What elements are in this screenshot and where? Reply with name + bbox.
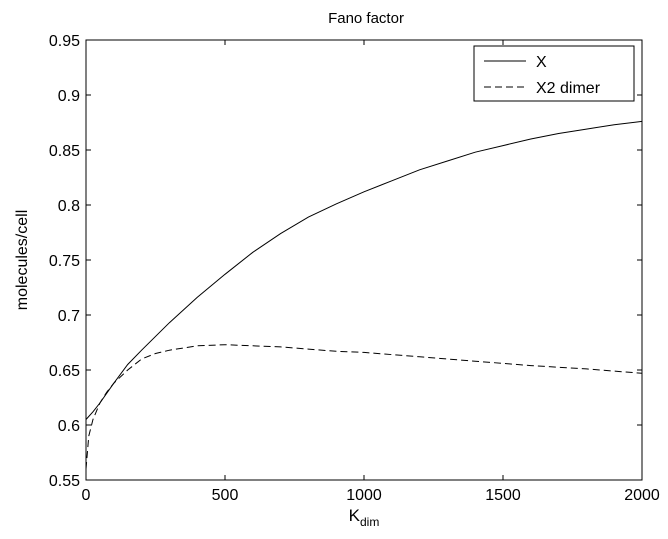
y-tick-label: 0.95: [49, 33, 80, 50]
x-axis-label-main: K: [349, 506, 361, 525]
y-tick-label: 0.7: [58, 308, 80, 325]
x-tick-label: 1500: [485, 487, 521, 504]
y-axis-label: molecules/cell: [14, 210, 31, 310]
x-axis-label: Kdim: [349, 506, 380, 529]
x-tick-label: 1000: [346, 487, 382, 504]
x-tick-label: 0: [82, 487, 91, 504]
legend-label-x: X: [536, 54, 547, 71]
series-line-x2-dimer: [85, 344, 643, 470]
series-layer: [85, 120, 643, 470]
y-tick-label: 0.75: [49, 253, 80, 270]
x-tick-label: 500: [212, 487, 239, 504]
x-tick-label: 2000: [624, 487, 660, 504]
plot-area: [85, 39, 643, 481]
legend-box: [473, 45, 635, 102]
y-tick-label: 0.9: [58, 88, 80, 105]
series-line-x: [85, 120, 643, 420]
legend-label-x2-dimer: X2 dimer: [536, 80, 601, 97]
y-tick-label: 0.65: [49, 363, 80, 380]
y-tick-label: 0.6: [58, 418, 80, 435]
y-axis-ticks: 0.55 0.6 0.65 0.7 0.75 0.8 0.85 0.9 0.95: [49, 33, 642, 490]
y-tick-label: 0.85: [49, 143, 80, 160]
y-tick-label: 0.8: [58, 198, 80, 215]
x-axis-label-subscript: dim: [360, 515, 379, 529]
y-tick-label: 0.55: [49, 473, 80, 490]
legend: X X2 dimer: [473, 45, 635, 102]
x-axis-ticks: 0 500 1000 1500 2000: [82, 40, 660, 504]
chart-title: Fano factor: [328, 10, 404, 27]
